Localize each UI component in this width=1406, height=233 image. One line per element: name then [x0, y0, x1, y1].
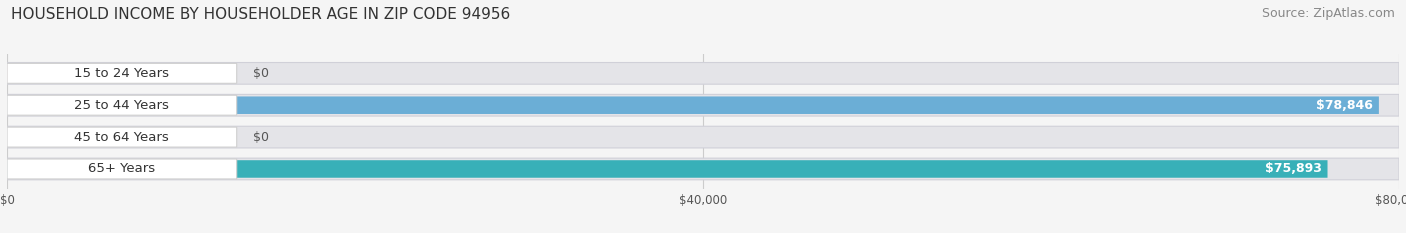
Text: $0: $0	[253, 130, 270, 144]
Text: 25 to 44 Years: 25 to 44 Years	[75, 99, 169, 112]
FancyBboxPatch shape	[7, 158, 1399, 180]
FancyBboxPatch shape	[7, 127, 236, 147]
FancyBboxPatch shape	[7, 65, 118, 82]
FancyBboxPatch shape	[7, 160, 1327, 178]
Text: 15 to 24 Years: 15 to 24 Years	[75, 67, 169, 80]
Text: $0: $0	[253, 67, 270, 80]
FancyBboxPatch shape	[7, 128, 118, 146]
FancyBboxPatch shape	[7, 62, 1399, 84]
FancyBboxPatch shape	[7, 63, 236, 83]
FancyBboxPatch shape	[7, 126, 1399, 148]
Text: $78,846: $78,846	[1316, 99, 1374, 112]
Text: Source: ZipAtlas.com: Source: ZipAtlas.com	[1261, 7, 1395, 20]
Text: HOUSEHOLD INCOME BY HOUSEHOLDER AGE IN ZIP CODE 94956: HOUSEHOLD INCOME BY HOUSEHOLDER AGE IN Z…	[11, 7, 510, 22]
Text: 45 to 64 Years: 45 to 64 Years	[75, 130, 169, 144]
Text: $75,893: $75,893	[1265, 162, 1322, 175]
FancyBboxPatch shape	[7, 95, 236, 115]
Text: 65+ Years: 65+ Years	[89, 162, 156, 175]
FancyBboxPatch shape	[7, 94, 1399, 116]
FancyBboxPatch shape	[7, 159, 236, 179]
FancyBboxPatch shape	[7, 96, 1379, 114]
